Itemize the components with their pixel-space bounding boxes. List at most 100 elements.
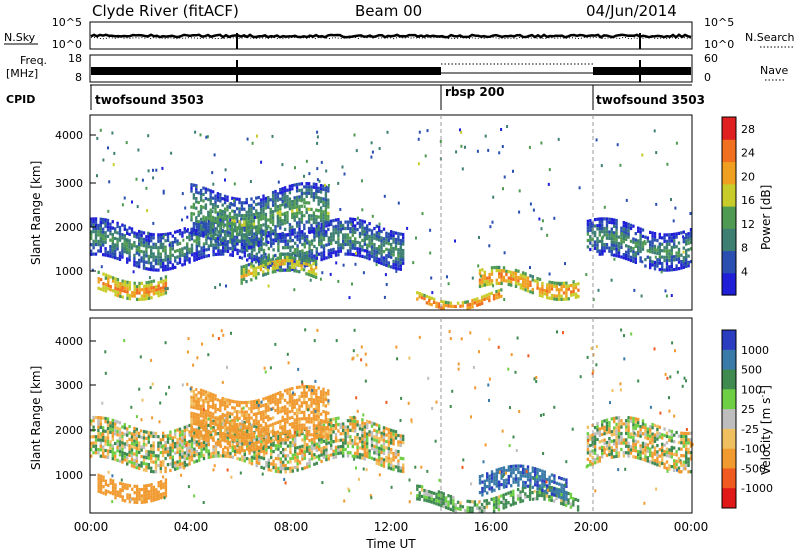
heatmap-cell	[192, 228, 196, 232]
heatmap-cell	[140, 448, 143, 452]
heatmap-cell	[478, 302, 481, 306]
heatmap-cell	[271, 134, 274, 138]
heatmap-cell	[228, 215, 232, 219]
heatmap-cell	[250, 462, 254, 466]
heatmap-cell	[207, 397, 210, 401]
heatmap-cell	[130, 445, 134, 449]
heatmap-cell	[214, 216, 217, 220]
heatmap-cell	[102, 475, 105, 479]
heatmap-cell	[209, 237, 212, 241]
heatmap-cell	[536, 280, 539, 284]
heatmap-cell	[135, 488, 139, 492]
heatmap-cell	[202, 453, 206, 457]
heatmap-cell	[663, 246, 666, 250]
heatmap-cell	[207, 244, 210, 248]
heatmap-cell	[123, 432, 126, 436]
heatmap-cell	[138, 288, 141, 292]
heatmap-cell	[620, 245, 623, 249]
heatmap-cell	[133, 281, 136, 285]
heatmap-cell	[219, 221, 222, 225]
heatmap-cell	[133, 442, 136, 446]
heatmap-cell	[303, 251, 306, 255]
heatmap-cell	[123, 445, 126, 449]
heatmap-cell	[362, 271, 365, 275]
heatmap-cell	[274, 202, 277, 206]
heatmap-cell	[307, 269, 311, 273]
heatmap-cell	[192, 202, 196, 206]
heatmap-cell	[303, 385, 306, 389]
heatmap-cell	[223, 233, 227, 237]
heatmap-cell	[402, 437, 405, 442]
heatmap-cell	[637, 252, 640, 256]
heatmap-cell	[346, 454, 350, 458]
heatmap-cell	[121, 289, 124, 293]
heatmap-cell	[219, 402, 222, 406]
heatmap-cell	[397, 238, 400, 242]
heatmap-cell	[267, 224, 270, 228]
heatmap-cell	[522, 280, 525, 285]
heatmap-cell	[295, 427, 299, 431]
heatmap-cell	[330, 232, 333, 236]
heatmap-cell	[284, 470, 287, 474]
heatmap-cell	[267, 240, 270, 244]
heatmap-cell	[192, 206, 196, 210]
heatmap-cell	[322, 433, 326, 437]
heatmap-cell	[305, 210, 308, 214]
heatmap-cell	[603, 246, 606, 250]
heatmap-cell	[529, 280, 532, 284]
heatmap-cell	[670, 294, 673, 297]
heatmap-cell	[315, 182, 318, 187]
heatmap-cell	[354, 227, 357, 231]
heatmap-cell	[290, 259, 294, 263]
heatmap-cell	[135, 261, 138, 265]
heatmap-cell	[639, 230, 642, 234]
heatmap-cell	[281, 409, 284, 413]
heatmap-cell	[231, 412, 234, 416]
heatmap-cell	[548, 280, 551, 284]
heatmap-cell	[183, 256, 186, 260]
heatmap-cell	[615, 254, 618, 258]
heatmap-cell	[262, 252, 266, 256]
heatmap-cell	[322, 210, 325, 214]
heatmap-cell	[416, 487, 419, 491]
heatmap-cell	[298, 240, 302, 244]
heatmap-cell	[171, 244, 174, 248]
heatmap-cell	[162, 261, 165, 266]
heatmap-cell	[300, 257, 303, 262]
heatmap-cell	[490, 272, 494, 276]
heatmap-cell	[116, 439, 119, 443]
heatmap-cell	[558, 294, 561, 298]
heatmap-cell	[233, 438, 236, 442]
heatmap-cell	[219, 283, 221, 287]
heatmap-cell	[111, 239, 114, 243]
heatmap-cell	[553, 294, 556, 298]
heatmap-cell	[147, 450, 150, 454]
heatmap-cell	[199, 224, 203, 228]
heatmap-cell	[259, 446, 263, 450]
heatmap-cell	[97, 451, 100, 455]
heatmap-cell	[337, 253, 340, 257]
heatmap-cell	[278, 262, 282, 266]
heatmap-cell	[223, 242, 227, 246]
heatmap-cell	[387, 261, 390, 265]
heatmap-cell	[97, 480, 100, 484]
heatmap-cell	[192, 212, 196, 216]
heatmap-cell	[317, 431, 320, 435]
heatmap-cell	[138, 265, 141, 269]
heatmap-cell	[250, 400, 253, 404]
heatmap-cell	[300, 199, 303, 203]
heatmap-cell	[300, 426, 304, 430]
heatmap-cell	[308, 445, 311, 449]
heatmap-cell	[192, 428, 196, 432]
heatmap-cell	[424, 154, 427, 158]
heatmap-cell	[162, 236, 165, 240]
heatmap-cell	[324, 211, 328, 215]
heatmap-cell	[375, 445, 378, 449]
heatmap-cell	[354, 240, 357, 244]
heatmap-cell	[262, 207, 265, 211]
heatmap-cell	[319, 435, 323, 439]
heatmap-cell	[334, 231, 338, 235]
heatmap-cell	[317, 231, 320, 235]
heatmap-cell	[245, 413, 248, 417]
heatmap-cell	[278, 269, 282, 273]
